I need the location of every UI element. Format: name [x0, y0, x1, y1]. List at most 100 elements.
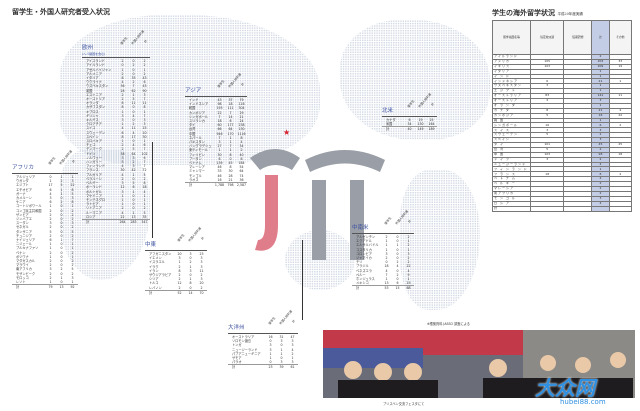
- country-name: 米国: [386, 122, 393, 127]
- country-name: セネガル: [16, 225, 29, 230]
- cell-value: 1: [407, 247, 410, 252]
- country-name: メキシコ: [356, 281, 369, 286]
- cell-value: 2: [396, 260, 399, 265]
- cell-value: 7: [229, 110, 232, 115]
- cell-value: 3: [71, 221, 74, 226]
- table-row: イエメン 3 0 3: [145, 256, 207, 260]
- cell-value: 547: [141, 219, 148, 224]
- cell-value: 21: [228, 177, 233, 182]
- cell-value: 5: [143, 210, 146, 215]
- cell-value: 39: [279, 365, 284, 370]
- cell-value: 64: [239, 169, 244, 174]
- cell-value: 34: [407, 122, 412, 127]
- right-title-text: 学生の海外留学状況: [492, 8, 555, 17]
- column-header: 計: [430, 101, 436, 107]
- column-header: 外国人研究者: [278, 309, 294, 326]
- cell-value: 5: [132, 97, 135, 102]
- column-header: 留学生: [216, 79, 226, 89]
- cell-value: 5: [132, 181, 135, 186]
- cell-value: 1: [121, 139, 124, 144]
- cell-value: 2: [121, 92, 124, 97]
- table-row: フィンランド 4 3 7: [82, 164, 150, 168]
- cell-value: 0: [60, 196, 63, 201]
- cell-value: 1: [121, 202, 124, 207]
- country-name: パプアニューギニア: [232, 351, 261, 356]
- cell-value: 5: [121, 160, 124, 165]
- column-header: 計: [71, 158, 77, 164]
- table-row: チリ 0 2 2: [352, 260, 414, 264]
- cell-value: 4: [132, 143, 135, 148]
- country-name: エストニア: [86, 92, 102, 97]
- table-row: 計 23 39 61: [228, 364, 298, 369]
- country-name: ボツワナ: [16, 254, 29, 259]
- cell-value: 0: [396, 235, 399, 239]
- country-name: 計: [386, 127, 390, 132]
- table-row: ポルトガル 3 1 4: [82, 190, 150, 194]
- cell-value: 3: [49, 221, 52, 226]
- country-name: ラトビア: [86, 202, 99, 207]
- country-name: 計: [356, 286, 360, 291]
- cell-value: [529, 205, 565, 212]
- cell-value: 3: [121, 113, 124, 118]
- cell-value: 54: [239, 165, 244, 170]
- country-name: 韓国: [189, 106, 196, 111]
- cell-value: 43: [217, 98, 222, 102]
- cell-value: 4: [49, 191, 52, 196]
- study-abroad-table: 留学先国名等 協定校派遣 短期研修計その他 アイルランド 2 アメリカ 105 203 33 イギ…: [492, 20, 633, 212]
- cell-value: 2: [121, 176, 124, 181]
- cell-value: 1: [49, 254, 52, 259]
- cell-value: 0: [396, 239, 399, 244]
- group-photo: [323, 330, 635, 398]
- cell-value: 7: [218, 114, 221, 119]
- cell-value: 15: [142, 126, 147, 131]
- country-name: ニジェール: [16, 242, 32, 247]
- table-row: カナダ 6 19 25: [382, 118, 437, 122]
- cell-value: 0: [132, 197, 135, 202]
- cell-value: 8: [178, 268, 181, 273]
- country-name: ザンビア: [16, 212, 29, 217]
- table-row: ベネズエラ 4 0 4: [352, 269, 414, 273]
- table-row: シンガポール 7 14 21: [185, 115, 247, 119]
- cell-value: 0: [60, 246, 63, 251]
- divider: [145, 250, 207, 251]
- cell-value: 38: [120, 151, 125, 156]
- column-headers: 留学生外国人研究者計: [48, 149, 78, 165]
- cell-value: 3: [385, 251, 388, 256]
- table-row: ベルギー 3 5 8: [82, 181, 150, 185]
- country-name: イタリア: [86, 76, 99, 81]
- cell-value: 0: [132, 67, 135, 72]
- cell-value: 0: [132, 206, 135, 211]
- table-row: マレーシア 46 8 54: [185, 165, 247, 169]
- watermark: 大众网: [535, 376, 595, 400]
- cell-value: 18: [217, 119, 222, 124]
- cell-value: 64: [228, 127, 233, 132]
- table-row: カメルーン 3 0 3: [12, 196, 78, 200]
- cell-value: 13: [384, 281, 389, 286]
- cell-value: 2: [71, 212, 74, 217]
- cell-value: 3: [291, 360, 294, 365]
- photo-image: [323, 330, 635, 398]
- table-row: マケドニア 1 0 1: [82, 194, 150, 198]
- table-row: パプアニューギニア 1 1 2: [228, 352, 298, 356]
- cell-value: 31: [279, 335, 284, 339]
- divider: [12, 173, 78, 174]
- world-map-south-america: [400, 170, 480, 310]
- cell-value: 0: [121, 63, 124, 68]
- cell-value: 2: [60, 179, 63, 184]
- cell-value: 47: [290, 335, 295, 339]
- country-name: 計: [232, 365, 236, 370]
- country-name: ドイツ: [86, 151, 96, 156]
- cell-value: 18: [142, 185, 147, 190]
- cell-value: 0: [189, 273, 192, 278]
- table-row: キプロス 1 0 1: [82, 110, 150, 114]
- cell-value: 13: [59, 285, 64, 290]
- cell-value: 7: [143, 113, 146, 118]
- country-name: キプロス: [86, 109, 99, 114]
- cell-value: 60: [217, 123, 222, 128]
- pointer-line: [302, 240, 303, 320]
- cell-value: 0: [229, 156, 232, 161]
- left-title: 留学生・外国人研究者受入状況: [12, 7, 110, 16]
- cell-value: 3: [49, 196, 52, 201]
- table-row: セネガル 2 0 2: [12, 225, 78, 229]
- region-asia: アジア留学生外国人研究者計インド433779インドネシア9818116韓国193…: [185, 72, 247, 187]
